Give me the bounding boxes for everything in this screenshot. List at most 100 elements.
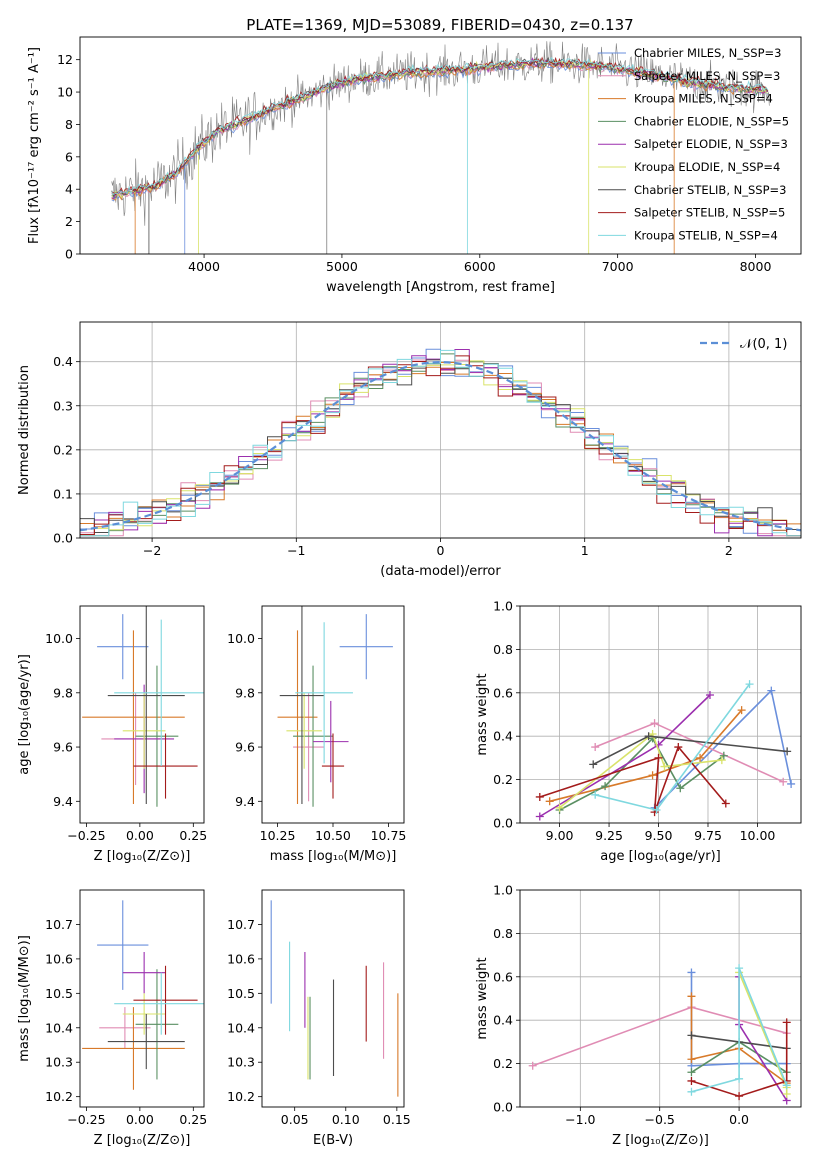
y-tick-label: 6	[65, 149, 73, 164]
weight-marker-8	[782, 1081, 791, 1090]
x-tick-label: 6000	[464, 259, 496, 274]
panel-mass_vs_ebv: 0.05 0.10 0.15 10.2 10.3 10.4 10.5 10.6 10.7 E(B-…	[227, 889, 411, 1148]
weight-marker-6	[589, 760, 598, 769]
errorbar-point-4	[122, 952, 166, 994]
panel-age_vs_mass: 10.25 10.50 10.75 9.4 9.6 9.8 10.0 mass [log₁₀(…	[227, 605, 406, 864]
y-tick-label: 0.4	[493, 729, 513, 744]
x-tick-label: 8000	[740, 259, 772, 274]
x-tick-label: 9.25	[595, 828, 623, 843]
y-tick-label: 2	[65, 214, 73, 229]
y-tick-label: 0.2	[493, 1056, 513, 1071]
plot-area	[82, 900, 204, 1090]
legend-label-4: Salpeter ELODIE, N_SSP=3	[634, 137, 788, 151]
errorbar-point-2	[82, 630, 185, 805]
y-tick-label: 0.8	[493, 926, 513, 941]
weight-marker-8	[652, 805, 661, 814]
legend-normal-label: 𝒩(0, 1)	[740, 337, 787, 352]
weight-marker-4	[705, 690, 714, 699]
weight-line-5	[559, 732, 722, 809]
weight-marker-6	[644, 732, 653, 741]
x-tick-label: 0.0	[729, 1112, 749, 1127]
x-axis-label: E(B-V)	[313, 1133, 353, 1148]
axes-frame: 10.25 10.50 10.75 9.4 9.6 9.8 10.0 mass [log₁₀(…	[227, 605, 406, 864]
plot-area	[111, 41, 770, 254]
y-tick-label: 0.2	[493, 772, 513, 787]
x-axis-label: mass [log₁₀(M/M⊙)]	[270, 849, 397, 864]
weight-marker-7	[687, 1076, 696, 1085]
weight-marker-2	[545, 797, 554, 806]
y-tick-label: 10.6	[227, 951, 255, 966]
weight-marker-8	[735, 1074, 744, 1083]
normal-curve	[80, 360, 801, 532]
y-tick-label: 1.0	[493, 599, 513, 614]
y-tick-label: 0	[65, 247, 73, 262]
weight-marker-1	[528, 1061, 537, 1070]
y-tick-label: 10	[57, 85, 73, 100]
weight-marker-1	[779, 777, 788, 786]
axes-frame: −1.0 −0.5 0.0 0.0 0.2 0.4 0.6 0.8 1.0 Z [log₁₀(Z/…	[475, 883, 802, 1148]
y-tick-label: 0.6	[493, 969, 513, 984]
weight-marker-2	[648, 771, 657, 780]
x-tick-label: 4000	[188, 259, 220, 274]
x-tick-label: 2	[725, 543, 733, 558]
legend-label-1: Salpeter MILES, N_SSP=3	[634, 69, 780, 83]
weight-marker-8	[591, 790, 600, 799]
errorbar-point-2	[82, 1007, 185, 1090]
plot-area	[270, 900, 399, 1097]
weight-marker-5	[660, 762, 669, 771]
weight-line-8	[595, 683, 751, 811]
weight-marker-1	[650, 719, 659, 728]
x-axis-label: Z [log₁₀(Z/Z⊙)]	[94, 849, 191, 864]
legend-label-0: Chabrier MILES, N_SSP=3	[634, 46, 781, 60]
errorbar-point-8	[295, 622, 353, 764]
x-tick-label: 0	[437, 543, 445, 558]
y-tick-label: 10.5	[45, 986, 73, 1001]
weight-line-3	[559, 737, 725, 811]
y-axis-label: mass weight	[475, 957, 490, 1039]
y-tick-label: 9.8	[53, 685, 73, 700]
weight-marker-7	[721, 799, 730, 808]
panel-mass_vs_Z: −0.25 0.00 0.25 10.2 10.3 10.4 10.5 10.6 10.7 Z […	[17, 889, 207, 1148]
weight-marker-2	[696, 753, 705, 762]
axes-border	[79, 889, 205, 1108]
x-tick-label: −2	[143, 543, 161, 558]
plot-area	[82, 606, 204, 807]
errorbar-point-5	[122, 692, 166, 769]
x-tick-label: −1	[287, 543, 305, 558]
y-tick-label: 0.0	[493, 1100, 513, 1115]
y-axis-label: mass [log₁₀(M/M⊙)]	[17, 935, 32, 1062]
y-tick-label: 0.4	[493, 1013, 513, 1028]
axes-frame: 0.05 0.10 0.15 10.2 10.3 10.4 10.5 10.6 10.7 E(B-…	[227, 889, 411, 1148]
x-axis-label: Z [log₁₀(Z/Z⊙)]	[612, 1133, 709, 1148]
x-tick-label: −0.25	[67, 1112, 105, 1127]
x-tick-label: 1	[581, 543, 589, 558]
errorbar-point-7	[321, 733, 345, 799]
legend-label-2: Kroupa MILES, N_SSP=4	[634, 92, 773, 106]
errorbar-point-2	[277, 630, 318, 805]
panel-age_vs_Z: −0.25 0.00 0.25 9.4 9.6 9.8 10.0 Z [log₁₀(Z/Z⊙)…	[17, 605, 207, 864]
errorbar-point-5	[122, 993, 166, 1035]
legend-residuals: 𝒩(0, 1)	[700, 337, 787, 352]
legend-label-7: Salpeter STELIB, N_SSP=5	[634, 206, 785, 220]
errorbar-point-0	[97, 900, 149, 990]
weight-marker-3	[719, 751, 728, 760]
weight-marker-2	[687, 992, 696, 1001]
y-tick-label: 10.2	[227, 1089, 255, 1104]
errorbar-point-3	[293, 665, 333, 807]
axes-border	[261, 605, 405, 824]
x-tick-label: 10.50	[315, 828, 351, 843]
residual-hist-8	[80, 349, 801, 537]
weight-line-4	[738, 976, 788, 1101]
plot-area	[520, 606, 801, 823]
errorbar-point-1	[99, 1007, 151, 1049]
y-tick-label: 10.4	[227, 1020, 255, 1035]
errorbar-point-6	[279, 606, 325, 805]
weight-line-7	[691, 1022, 788, 1098]
x-axis-label: age [log₁₀(age/yr)]	[600, 849, 721, 864]
y-tick-label: 9.6	[53, 740, 73, 755]
y-tick-label: 10.6	[45, 951, 73, 966]
weight-marker-6	[687, 1031, 696, 1040]
x-tick-label: 5000	[326, 259, 358, 274]
y-tick-label: 10.3	[45, 1055, 73, 1070]
y-tick-label: 0.1	[53, 486, 73, 501]
